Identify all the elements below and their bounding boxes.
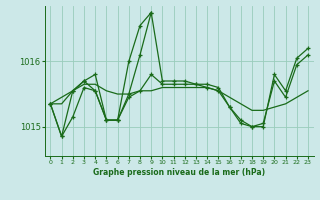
X-axis label: Graphe pression niveau de la mer (hPa): Graphe pression niveau de la mer (hPa): [93, 168, 265, 177]
